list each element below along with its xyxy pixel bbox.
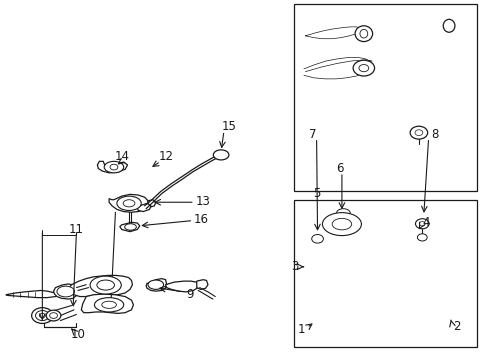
Ellipse shape xyxy=(359,30,367,38)
Text: 12: 12 xyxy=(159,150,174,163)
Text: 11: 11 xyxy=(69,223,84,236)
Ellipse shape xyxy=(110,164,118,170)
Ellipse shape xyxy=(117,196,141,211)
Ellipse shape xyxy=(40,314,45,318)
Text: 6: 6 xyxy=(335,162,343,175)
Bar xyxy=(294,200,476,347)
Ellipse shape xyxy=(311,234,323,243)
Text: 7: 7 xyxy=(308,127,316,141)
Polygon shape xyxy=(97,161,127,173)
Polygon shape xyxy=(298,25,362,40)
Ellipse shape xyxy=(90,276,121,294)
Text: 10: 10 xyxy=(70,328,85,341)
Ellipse shape xyxy=(148,280,163,289)
Polygon shape xyxy=(355,207,366,215)
Text: 3: 3 xyxy=(290,260,298,273)
Text: 15: 15 xyxy=(221,120,236,133)
Ellipse shape xyxy=(36,311,49,320)
Ellipse shape xyxy=(322,213,361,235)
Ellipse shape xyxy=(46,310,61,321)
Polygon shape xyxy=(196,280,207,289)
Polygon shape xyxy=(165,281,199,292)
Ellipse shape xyxy=(124,224,136,230)
Polygon shape xyxy=(109,194,148,212)
Ellipse shape xyxy=(102,301,116,309)
Text: 5: 5 xyxy=(312,187,320,200)
Text: 2: 2 xyxy=(452,320,459,333)
Ellipse shape xyxy=(336,209,349,217)
Polygon shape xyxy=(297,55,374,81)
Polygon shape xyxy=(306,234,327,245)
Polygon shape xyxy=(146,279,166,291)
Text: 16: 16 xyxy=(194,213,209,226)
Ellipse shape xyxy=(94,298,123,312)
Ellipse shape xyxy=(123,200,135,207)
Ellipse shape xyxy=(97,280,114,290)
Ellipse shape xyxy=(442,19,454,32)
Ellipse shape xyxy=(50,313,57,319)
Ellipse shape xyxy=(417,234,427,241)
Polygon shape xyxy=(54,284,78,299)
Text: 14: 14 xyxy=(114,150,129,163)
Bar xyxy=(294,4,476,191)
Ellipse shape xyxy=(409,126,427,139)
Ellipse shape xyxy=(32,308,53,323)
Polygon shape xyxy=(314,247,324,255)
Ellipse shape xyxy=(104,161,123,173)
Polygon shape xyxy=(6,291,58,298)
Ellipse shape xyxy=(352,60,374,76)
Polygon shape xyxy=(81,294,133,314)
Polygon shape xyxy=(329,207,355,220)
Text: 13: 13 xyxy=(195,195,210,208)
Ellipse shape xyxy=(57,286,74,297)
Ellipse shape xyxy=(414,130,422,135)
Text: 8: 8 xyxy=(430,127,437,141)
Polygon shape xyxy=(120,222,140,231)
Polygon shape xyxy=(68,275,132,297)
Text: 9: 9 xyxy=(186,288,193,301)
Ellipse shape xyxy=(415,219,428,229)
Polygon shape xyxy=(304,212,376,235)
Polygon shape xyxy=(409,219,433,230)
Ellipse shape xyxy=(354,26,372,41)
Text: 4: 4 xyxy=(421,216,428,229)
Ellipse shape xyxy=(213,150,228,160)
Text: 1: 1 xyxy=(297,323,305,336)
Ellipse shape xyxy=(419,222,425,226)
Polygon shape xyxy=(137,203,151,212)
Ellipse shape xyxy=(358,64,368,72)
Ellipse shape xyxy=(331,219,351,230)
Polygon shape xyxy=(148,200,156,207)
